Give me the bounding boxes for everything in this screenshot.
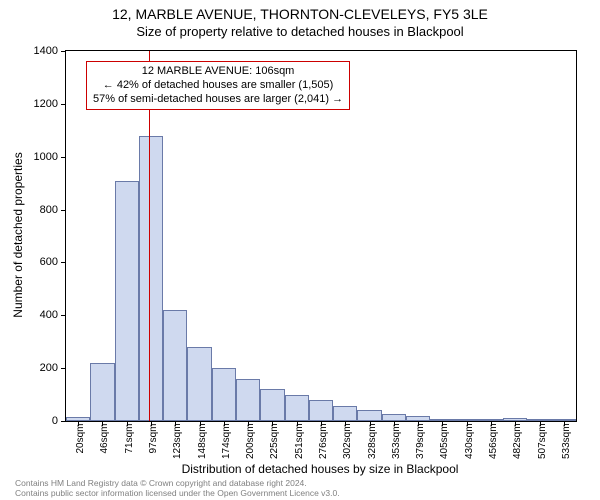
x-tick-label: 200sqm xyxy=(245,423,256,459)
figure: 12, MARBLE AVENUE, THORNTON-CLEVELEYS, F… xyxy=(0,0,600,500)
footer-line2: Contains public sector information licen… xyxy=(15,489,340,498)
y-tick-label: 600 xyxy=(40,256,66,268)
x-tick-label: 46sqm xyxy=(99,423,110,453)
bar xyxy=(357,410,381,421)
x-tick-label: 507sqm xyxy=(537,423,548,459)
plot-area: 12 MARBLE AVENUE: 106sqm ← 42% of detach… xyxy=(65,50,577,422)
x-tick-label: 379sqm xyxy=(415,423,426,459)
x-tick-label: 353sqm xyxy=(391,423,402,459)
chart-title-line2: Size of property relative to detached ho… xyxy=(0,24,600,39)
x-tick-label: 97sqm xyxy=(148,423,159,453)
x-tick-label: 148sqm xyxy=(197,423,208,459)
y-tick-label: 1400 xyxy=(34,45,66,57)
x-tick-label: 174sqm xyxy=(221,423,232,459)
x-tick-label: 533sqm xyxy=(561,423,572,459)
y-tick-label: 0 xyxy=(52,415,66,427)
y-tick-label: 400 xyxy=(40,309,66,321)
x-tick-label: 456sqm xyxy=(488,423,499,459)
y-axis-label: Number of detached properties xyxy=(11,152,25,317)
footer-attribution: Contains HM Land Registry data © Crown c… xyxy=(15,479,340,498)
bar xyxy=(163,310,187,421)
bar xyxy=(212,368,236,421)
bar xyxy=(309,400,333,421)
bar xyxy=(285,395,309,421)
y-tick-label: 200 xyxy=(40,362,66,374)
x-tick-label: 225sqm xyxy=(269,423,280,459)
bar xyxy=(90,363,114,421)
annotation-box: 12 MARBLE AVENUE: 106sqm ← 42% of detach… xyxy=(86,61,350,110)
x-tick-label: 20sqm xyxy=(75,423,86,453)
annotation-line3: 57% of semi-detached houses are larger (… xyxy=(93,93,343,107)
x-tick-label: 251sqm xyxy=(294,423,305,459)
y-tick-label: 1000 xyxy=(34,151,66,163)
bar xyxy=(236,379,260,421)
annotation-line1: 12 MARBLE AVENUE: 106sqm xyxy=(93,65,343,79)
bar xyxy=(382,414,406,421)
x-tick-label: 276sqm xyxy=(318,423,329,459)
bar xyxy=(139,136,163,421)
x-tick-label: 71sqm xyxy=(124,423,135,453)
bar xyxy=(333,406,357,421)
annotation-line2: ← 42% of detached houses are smaller (1,… xyxy=(93,79,343,93)
bar xyxy=(115,181,139,422)
x-tick-label: 430sqm xyxy=(464,423,475,459)
x-tick-label: 123sqm xyxy=(172,423,183,459)
y-tick-label: 800 xyxy=(40,204,66,216)
x-tick-label: 482sqm xyxy=(512,423,523,459)
y-tick-label: 1200 xyxy=(34,98,66,110)
bar xyxy=(187,347,211,421)
bar xyxy=(260,389,284,421)
chart-title-line1: 12, MARBLE AVENUE, THORNTON-CLEVELEYS, F… xyxy=(0,6,600,22)
x-axis-label: Distribution of detached houses by size … xyxy=(65,462,575,476)
x-tick-label: 328sqm xyxy=(367,423,378,459)
x-tick-label: 302sqm xyxy=(342,423,353,459)
x-tick-label: 405sqm xyxy=(439,423,450,459)
